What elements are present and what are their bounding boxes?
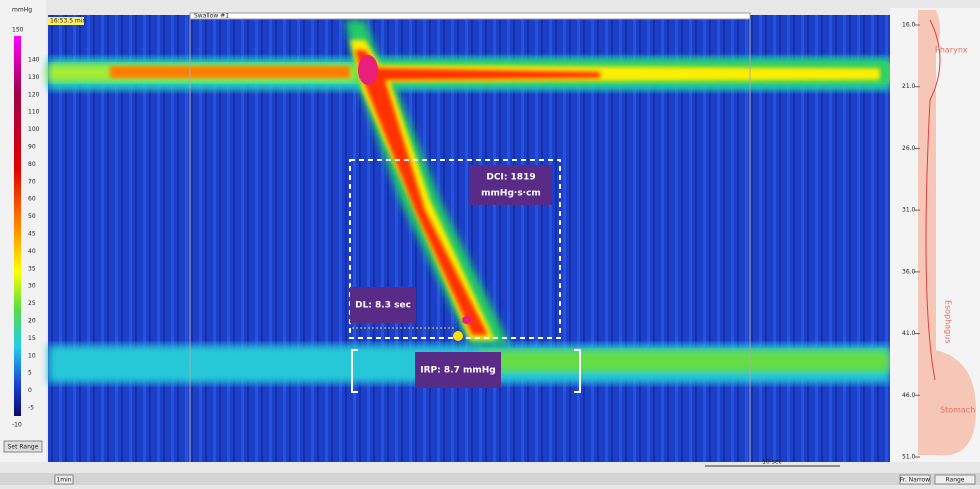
- depth-label: 36.0: [902, 268, 916, 275]
- scale-label: 140: [28, 57, 40, 64]
- scale-label: 20: [28, 318, 36, 325]
- scale-label: 25: [28, 300, 36, 307]
- dci-unit: mmHg·s·cm: [481, 189, 541, 199]
- scale-label: 100: [28, 126, 40, 133]
- scale-label: 60: [28, 196, 36, 203]
- dci-value: DCI: 1819: [486, 173, 535, 183]
- cdp: [453, 331, 463, 341]
- region: Stomach: [940, 406, 975, 415]
- region: Esophagus: [944, 300, 953, 343]
- scale-max: 150: [12, 27, 24, 34]
- scale-label: 80: [28, 161, 36, 168]
- scale-label: -5: [28, 405, 34, 412]
- dci-label-box: [470, 165, 552, 205]
- narrow-label[interactable]: Fr. Narrow: [900, 477, 930, 484]
- scale-label: 40: [28, 248, 36, 255]
- scale-label: 110: [28, 109, 40, 116]
- depth-label: 16.0: [902, 22, 916, 29]
- scale-label: 35: [28, 265, 36, 272]
- scale-label: 5: [28, 370, 32, 377]
- depth-label: 31.0: [902, 207, 916, 214]
- region: Pharynx: [935, 46, 968, 55]
- screen: mmHg 150 -10 140130120110100908070605045…: [0, 0, 980, 485]
- scale-label: 70: [28, 178, 36, 185]
- unit: mmHg: [12, 7, 32, 14]
- scale-label: 30: [28, 283, 36, 290]
- heatmap: [48, 15, 890, 462]
- time: 16:53.5 min: [50, 18, 86, 25]
- colorbar: [14, 36, 21, 416]
- dl-value: DL: 8.3 sec: [355, 301, 411, 311]
- zoom-label[interactable]: 1min: [56, 477, 71, 484]
- button-label[interactable]: Set Range: [8, 444, 39, 451]
- toolbar: [0, 473, 980, 485]
- depth-label: 26.0: [902, 145, 916, 152]
- timebar-label: 10 sec: [762, 459, 782, 466]
- swallow-tag: Swallow #1: [194, 13, 229, 20]
- scale-label: 0: [28, 387, 32, 394]
- range-label[interactable]: Range: [945, 477, 964, 484]
- depth-label: 51.0: [902, 454, 916, 461]
- app: mmHg 150 -10 140130120110100908070605045…: [0, 0, 980, 485]
- scale-label: 10: [28, 352, 36, 359]
- scale-label: 15: [28, 335, 36, 342]
- swallow-bar: [190, 13, 750, 19]
- left-panel: [0, 0, 46, 462]
- scale-label: 50: [28, 213, 36, 220]
- depth-label: 41.0: [902, 330, 916, 337]
- irp-value: IRP: 8.7 mmHg: [420, 366, 495, 376]
- scale-label: 120: [28, 91, 40, 98]
- depth-label: 46.0: [902, 392, 916, 399]
- scale-min: -10: [12, 422, 22, 429]
- depth-label: 21.0: [902, 83, 916, 90]
- scale-label: 130: [28, 74, 40, 81]
- scale-label: 90: [28, 144, 36, 151]
- scale-label: 45: [28, 231, 36, 238]
